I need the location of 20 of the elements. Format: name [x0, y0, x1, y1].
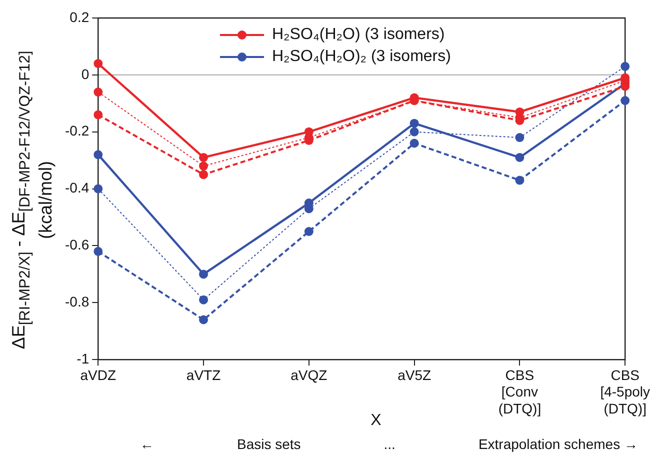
x-tick-label: aVTZ [186, 366, 222, 383]
text: ← [140, 436, 154, 452]
y-tick-label: -0.8 [65, 294, 90, 310]
y-tick-label: 0 [81, 66, 90, 82]
x-tick-label: aVQZ [290, 366, 328, 383]
legend-label: H₂SO₄(H₂O) (3 isomers) [272, 25, 445, 45]
y-tick-label: -0.4 [65, 180, 90, 196]
y-tick-label: 0.2 [70, 8, 90, 25]
text: Basis sets [236, 436, 301, 452]
x-tick-label: CBS [Conv (DTQ)] [498, 366, 542, 416]
y-tick-label: -1 [76, 350, 90, 366]
y-tick-label: -0.6 [65, 236, 90, 253]
legend-label: H₂SO₄(H₂O)₂ (3 isomers) [272, 47, 451, 67]
x-tick-label: aV5Z [398, 366, 432, 383]
x-tick-label: CBS [4-5poly (DTQ)] [600, 366, 650, 416]
y-tick-label: -0.2 [65, 122, 90, 139]
text: Extrapolation schemes → [478, 436, 638, 452]
x-axis-title: X [370, 412, 382, 429]
text: ... [384, 436, 396, 452]
x-tick-label: aVDZ [80, 366, 116, 383]
